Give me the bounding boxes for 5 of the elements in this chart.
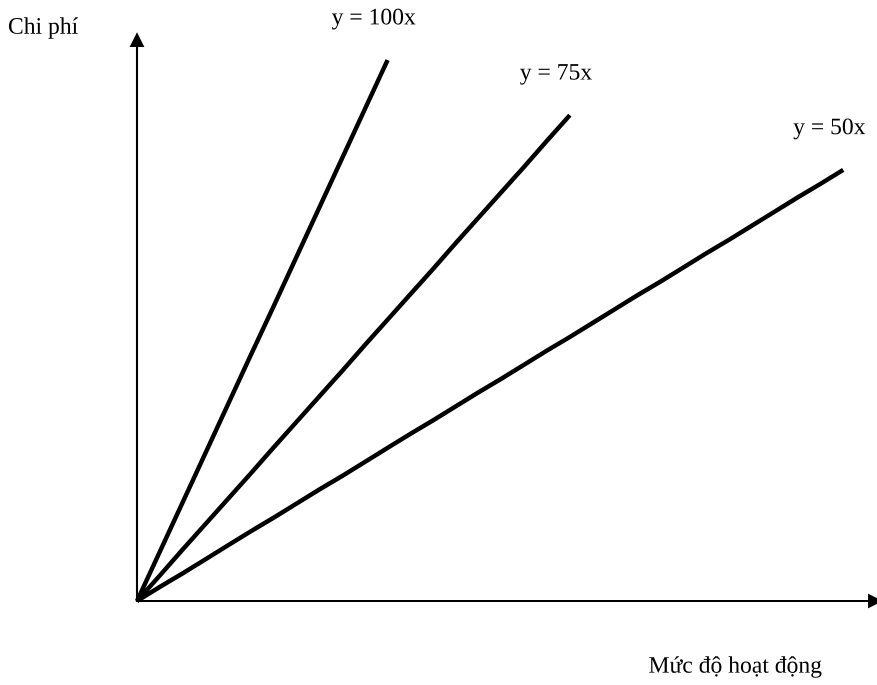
y-axis-title: Chi phí: [8, 17, 78, 39]
x-axis-title: Mức độ hoạt động: [649, 656, 822, 678]
series-label: y = 75x: [520, 64, 592, 85]
series-label: y = 100x: [332, 8, 416, 30]
series-label: y = 50x: [793, 118, 866, 140]
